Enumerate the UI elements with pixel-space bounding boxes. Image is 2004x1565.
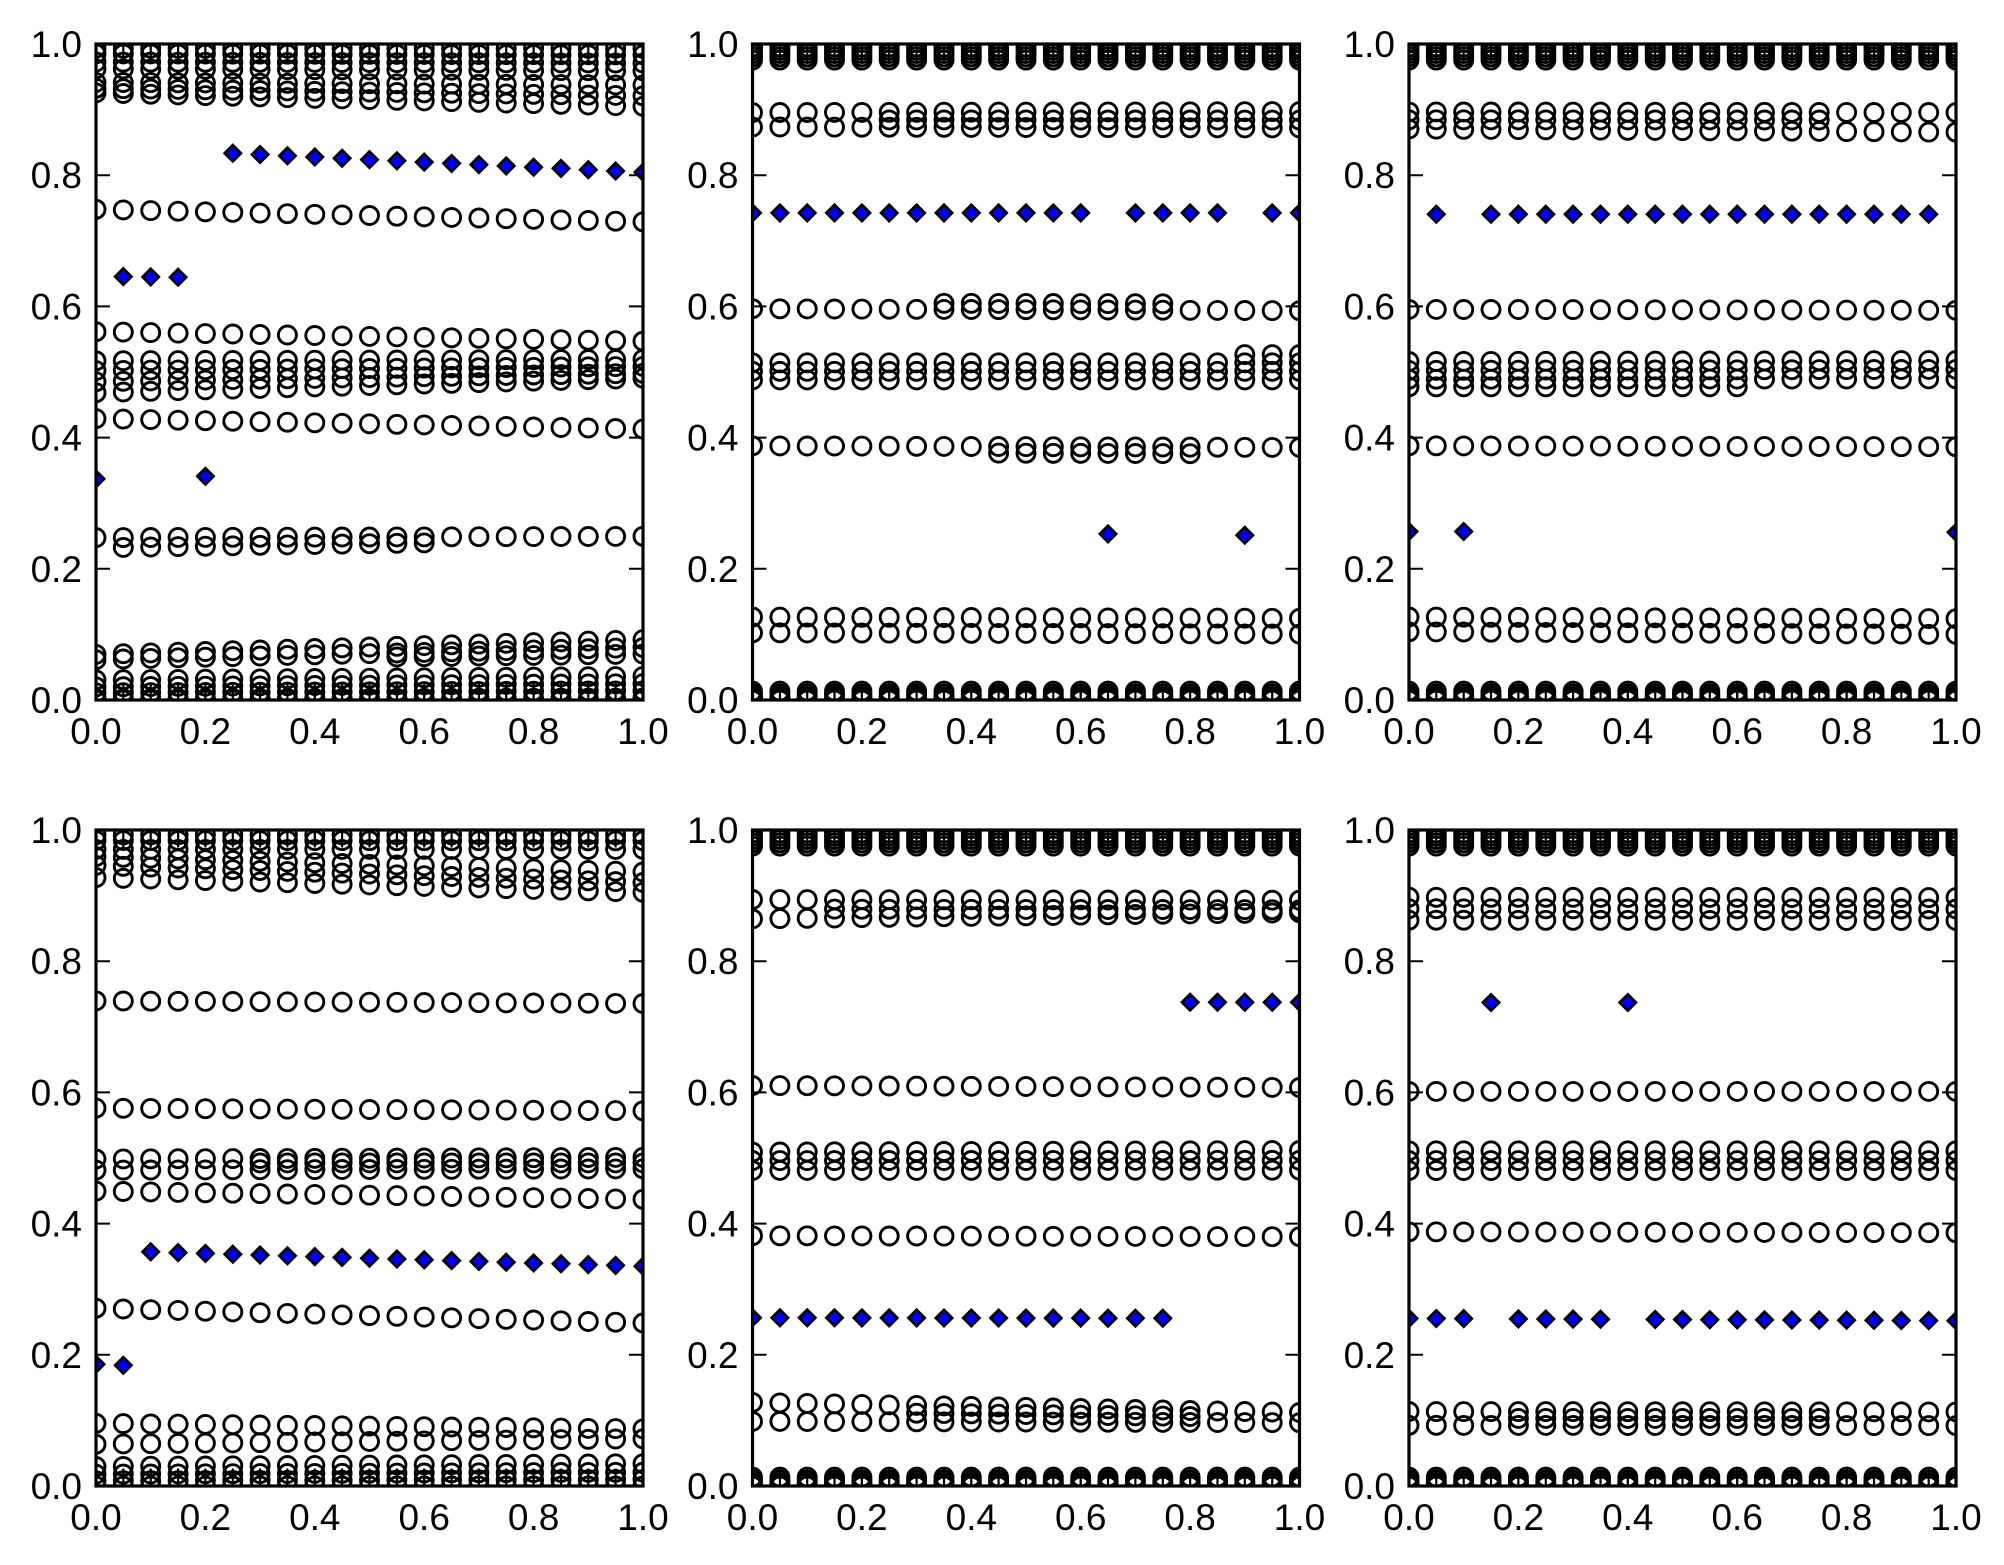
svg-text:1.0: 1.0 bbox=[1930, 711, 1981, 752]
svg-text:0.0: 0.0 bbox=[70, 711, 121, 752]
svg-text:0.8: 0.8 bbox=[31, 941, 82, 982]
svg-text:1.0: 1.0 bbox=[1344, 810, 1395, 851]
svg-text:0.6: 0.6 bbox=[1711, 1497, 1762, 1538]
svg-text:0.6: 0.6 bbox=[398, 711, 449, 752]
svg-text:0.6: 0.6 bbox=[31, 1072, 82, 1113]
svg-text:0.6: 0.6 bbox=[1055, 1497, 1106, 1538]
svg-text:0.8: 0.8 bbox=[1344, 941, 1395, 982]
svg-text:0.2: 0.2 bbox=[1493, 711, 1544, 752]
svg-text:0.4: 0.4 bbox=[289, 711, 340, 752]
svg-text:0.4: 0.4 bbox=[1602, 1497, 1653, 1538]
svg-text:0.6: 0.6 bbox=[31, 286, 82, 327]
svg-text:0.2: 0.2 bbox=[687, 1335, 738, 1376]
svg-text:1.0: 1.0 bbox=[617, 1497, 668, 1538]
svg-text:0.4: 0.4 bbox=[31, 1204, 82, 1245]
svg-text:0.6: 0.6 bbox=[398, 1497, 449, 1538]
svg-text:0.4: 0.4 bbox=[1344, 418, 1395, 459]
svg-text:0.8: 0.8 bbox=[687, 941, 738, 982]
svg-text:0.0: 0.0 bbox=[687, 1466, 738, 1507]
svg-text:1.0: 1.0 bbox=[31, 24, 82, 65]
svg-text:0.0: 0.0 bbox=[1383, 1497, 1434, 1538]
svg-text:0.0: 0.0 bbox=[727, 711, 778, 752]
svg-text:0.6: 0.6 bbox=[1055, 711, 1106, 752]
svg-text:0.0: 0.0 bbox=[1344, 1466, 1395, 1507]
svg-text:0.4: 0.4 bbox=[946, 711, 997, 752]
svg-text:0.4: 0.4 bbox=[289, 1497, 340, 1538]
svg-text:1.0: 1.0 bbox=[1274, 711, 1325, 752]
svg-text:1.0: 1.0 bbox=[687, 24, 738, 65]
svg-text:0.0: 0.0 bbox=[1383, 711, 1434, 752]
svg-text:0.2: 0.2 bbox=[1493, 1497, 1544, 1538]
svg-text:0.0: 0.0 bbox=[31, 1466, 82, 1507]
svg-text:1.0: 1.0 bbox=[617, 711, 668, 752]
svg-text:0.2: 0.2 bbox=[180, 711, 231, 752]
svg-text:0.2: 0.2 bbox=[31, 549, 82, 590]
svg-text:1.0: 1.0 bbox=[31, 810, 82, 851]
svg-text:0.4: 0.4 bbox=[687, 1204, 738, 1245]
svg-text:0.0: 0.0 bbox=[687, 680, 738, 721]
svg-text:0.2: 0.2 bbox=[1344, 549, 1395, 590]
svg-text:0.6: 0.6 bbox=[1344, 1072, 1395, 1113]
svg-text:1.0: 1.0 bbox=[1344, 24, 1395, 65]
svg-text:0.0: 0.0 bbox=[727, 1497, 778, 1538]
svg-text:0.8: 0.8 bbox=[508, 1497, 559, 1538]
svg-text:0.2: 0.2 bbox=[31, 1335, 82, 1376]
svg-text:0.2: 0.2 bbox=[836, 711, 887, 752]
svg-text:0.0: 0.0 bbox=[1344, 680, 1395, 721]
svg-text:1.0: 1.0 bbox=[687, 810, 738, 851]
svg-text:0.6: 0.6 bbox=[687, 1072, 738, 1113]
svg-text:0.4: 0.4 bbox=[31, 418, 82, 459]
svg-text:0.0: 0.0 bbox=[31, 680, 82, 721]
svg-text:0.6: 0.6 bbox=[1711, 711, 1762, 752]
svg-text:0.8: 0.8 bbox=[31, 155, 82, 196]
svg-text:0.6: 0.6 bbox=[687, 286, 738, 327]
svg-text:1.0: 1.0 bbox=[1930, 1497, 1981, 1538]
svg-text:0.8: 0.8 bbox=[1821, 711, 1872, 752]
svg-text:0.8: 0.8 bbox=[1344, 155, 1395, 196]
svg-text:0.0: 0.0 bbox=[70, 1497, 121, 1538]
svg-text:0.8: 0.8 bbox=[1164, 711, 1215, 752]
svg-text:0.8: 0.8 bbox=[687, 155, 738, 196]
svg-text:0.2: 0.2 bbox=[180, 1497, 231, 1538]
svg-text:0.4: 0.4 bbox=[687, 418, 738, 459]
svg-text:0.4: 0.4 bbox=[946, 1497, 997, 1538]
svg-text:0.2: 0.2 bbox=[687, 549, 738, 590]
svg-text:0.8: 0.8 bbox=[1821, 1497, 1872, 1538]
svg-text:1.0: 1.0 bbox=[1274, 1497, 1325, 1538]
svg-text:0.2: 0.2 bbox=[1344, 1335, 1395, 1376]
svg-text:0.8: 0.8 bbox=[1164, 1497, 1215, 1538]
svg-text:0.4: 0.4 bbox=[1602, 711, 1653, 752]
svg-text:0.6: 0.6 bbox=[1344, 286, 1395, 327]
svg-text:0.4: 0.4 bbox=[1344, 1204, 1395, 1245]
svg-text:0.2: 0.2 bbox=[836, 1497, 887, 1538]
svg-text:0.8: 0.8 bbox=[508, 711, 559, 752]
